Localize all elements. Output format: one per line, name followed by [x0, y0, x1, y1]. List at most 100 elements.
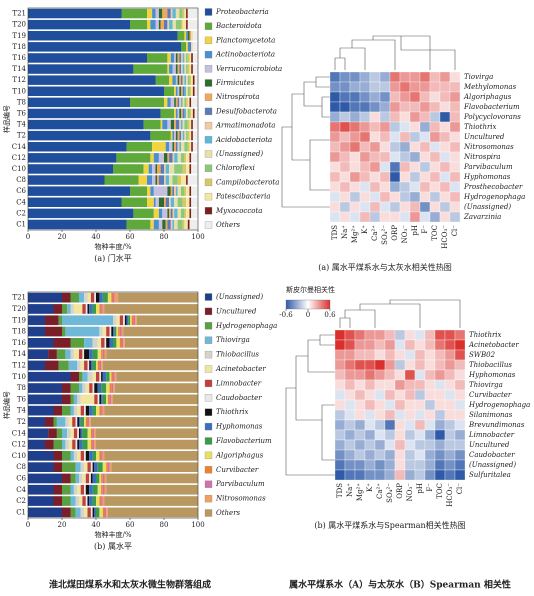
- heatmap-cell: [454, 459, 466, 471]
- bar-segment: [150, 19, 156, 30]
- bar-segment: [128, 315, 130, 326]
- heatmap-cell: [449, 131, 461, 143]
- bar-segment: [119, 315, 124, 326]
- legend-label: Patescibacteria: [215, 193, 271, 201]
- bar-segment: [62, 507, 71, 518]
- bar-segment: [192, 142, 198, 152]
- heatmap-cell: [424, 469, 436, 481]
- legend-label: Parvibaculum: [215, 480, 265, 488]
- bar-segment: [62, 496, 71, 506]
- bar-segment: [187, 75, 190, 85]
- bar-segment: [181, 108, 183, 119]
- bar-segment: [191, 208, 198, 219]
- heatmap-cell: [384, 409, 396, 421]
- bar-segment: [79, 439, 83, 450]
- y-tick-label: C12: [12, 441, 26, 449]
- bar-segment: [162, 219, 166, 230]
- bar-segment: [121, 338, 124, 348]
- bar-segment: [104, 349, 107, 359]
- bar-segment: [72, 439, 76, 450]
- bar-segment: [94, 383, 98, 393]
- bar-segment: [82, 428, 88, 439]
- bar-segment: [165, 175, 170, 185]
- heatmap-cell: [419, 161, 431, 173]
- bar-segment: [87, 439, 91, 450]
- legend-label: Acidobacteriota: [215, 136, 272, 144]
- heatmap-cell: [409, 181, 421, 193]
- x-tick-label: 100: [191, 521, 204, 529]
- heatmap-cell: [379, 201, 391, 213]
- bar-segment: [177, 175, 181, 185]
- bar-segment: [147, 8, 153, 19]
- bar-segment: [104, 473, 107, 484]
- legend-swatch: [204, 509, 213, 517]
- heatmap-cell: [344, 419, 356, 431]
- heatmap-cell: [424, 419, 436, 431]
- heatmap-cell: [384, 429, 396, 441]
- bar-segment: [82, 349, 85, 359]
- bar-segment: [101, 405, 103, 416]
- bar-segment: [182, 164, 187, 174]
- heatmap-cell: [374, 469, 386, 481]
- bar-segment: [121, 197, 147, 207]
- bar-segment: [186, 186, 190, 196]
- heatmap-cell: [334, 369, 346, 381]
- heatmap-cell: [454, 359, 466, 371]
- plot-frame: [27, 7, 199, 231]
- heatmap-cell: [344, 349, 356, 361]
- bar-segment: [172, 8, 176, 19]
- bar-segment: [92, 462, 95, 472]
- heatmap-cell: [334, 379, 346, 391]
- bar-segment: [184, 64, 187, 74]
- bar-segment: [111, 371, 113, 382]
- heatmap-cell: [354, 419, 366, 431]
- column-label: TOC: [431, 225, 439, 241]
- legend-swatch: [204, 36, 213, 45]
- heatmap-cell: [329, 121, 341, 133]
- bar-segment: [87, 507, 91, 518]
- bar-segment: [104, 496, 198, 506]
- bar-segment: [164, 197, 166, 207]
- bar-segment: [90, 473, 93, 484]
- heatmap-cell: [349, 161, 361, 173]
- row-label: Polycyclovorans: [463, 113, 521, 121]
- bar-segment: [186, 153, 190, 163]
- bar-segment: [77, 484, 81, 495]
- bar-segment: [28, 130, 151, 141]
- bar-segment: [87, 462, 91, 472]
- bar-segment: [104, 451, 198, 461]
- row-label: Silanimonas: [469, 411, 513, 419]
- heatmap-cell: [444, 459, 456, 471]
- bar-segment: [175, 142, 178, 152]
- bar-segment: [187, 86, 190, 96]
- bar-segment: [116, 153, 151, 163]
- bar-segment: [58, 360, 69, 371]
- bar-segment: [53, 417, 57, 427]
- bar-segment: [102, 349, 105, 359]
- heatmap-cell: [389, 91, 401, 103]
- heatmap-cell: [454, 439, 466, 451]
- y-tick-label: C14: [12, 143, 27, 151]
- heatmap-cell: [334, 389, 346, 401]
- bar-segment: [181, 97, 183, 108]
- heatmap-cell: [449, 211, 461, 223]
- heatmap-cell: [359, 121, 371, 133]
- row-label: Thiovirga: [469, 381, 503, 389]
- heatmap-cell: [354, 459, 366, 471]
- bar-segment: [48, 349, 57, 359]
- heatmap-cell: [409, 161, 421, 173]
- bar-segment: [87, 417, 90, 427]
- bar-segment: [53, 484, 62, 495]
- heatmap-cell: [364, 459, 376, 471]
- heatmap-cell: [339, 171, 351, 183]
- y-tick-label: C2: [16, 497, 26, 505]
- heatmap-cell: [389, 171, 401, 183]
- heatmap-cell: [389, 71, 401, 83]
- heatmap-cell: [409, 111, 421, 123]
- bar-segment: [179, 8, 183, 19]
- heatmap-cell: [434, 329, 446, 341]
- bar-segment: [186, 130, 188, 141]
- bar-segment: [167, 53, 171, 63]
- bar-segment: [116, 338, 120, 348]
- bar-segment: [164, 153, 168, 163]
